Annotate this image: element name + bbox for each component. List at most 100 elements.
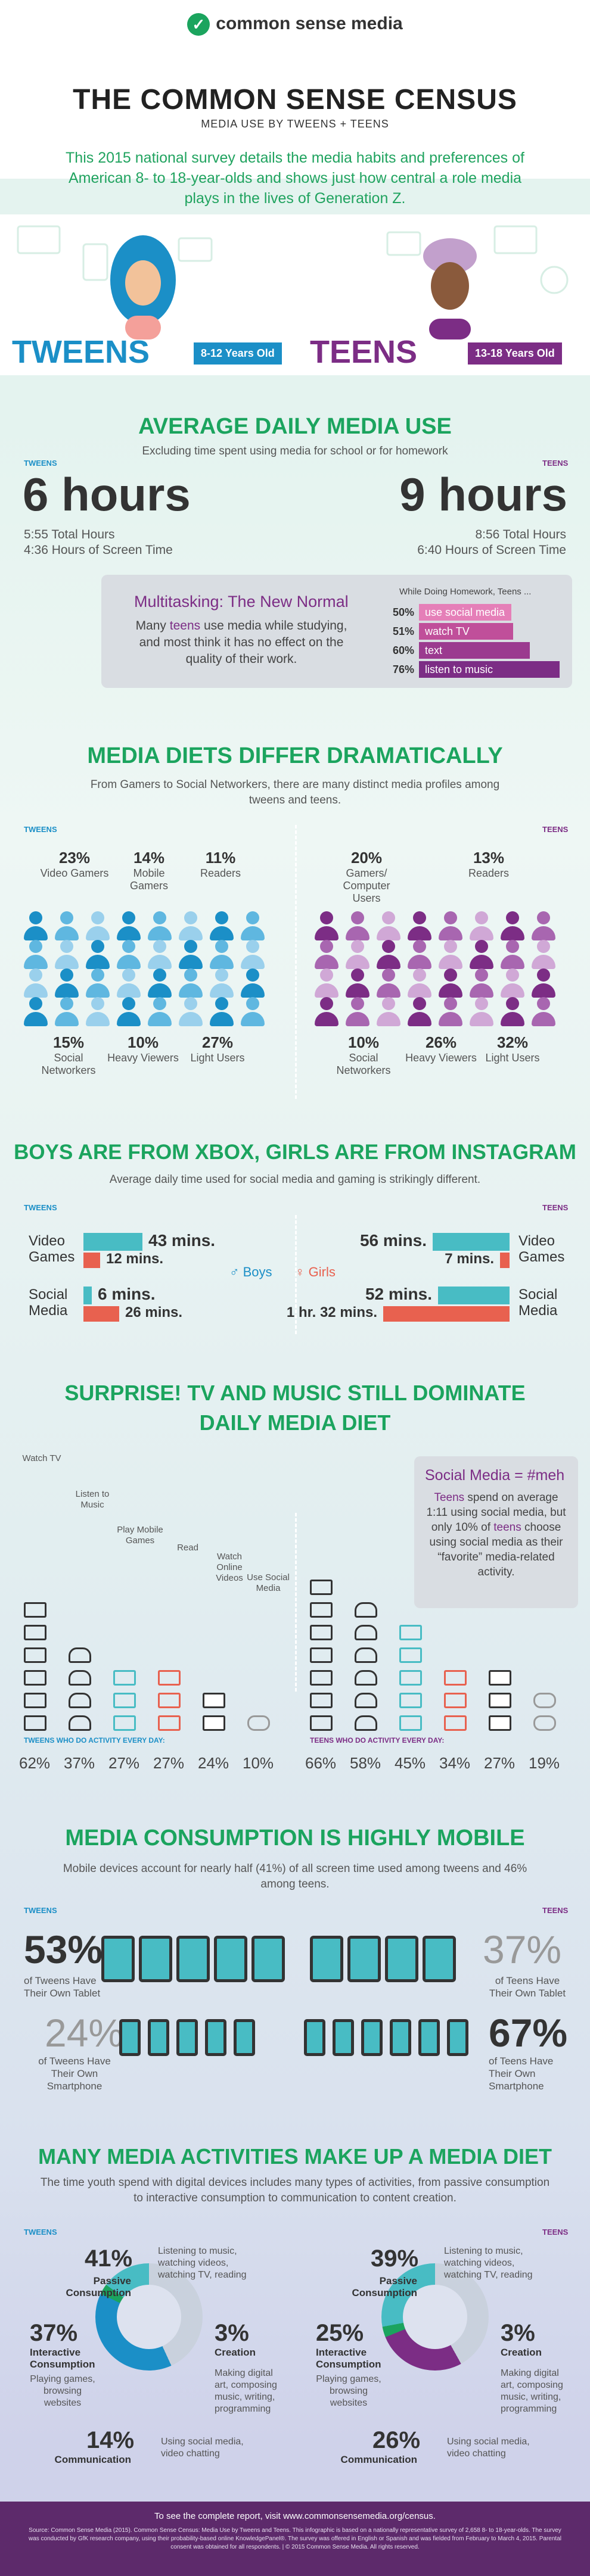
- diet-desc: Readers: [468, 867, 510, 879]
- creation-name: Creation: [501, 2347, 542, 2358]
- activity-donut: [381, 2263, 489, 2371]
- tweens-daily-caption: TWEENS WHO DO ACTIVITY EVERY DAY:: [24, 1736, 165, 1745]
- creation-pct: 3%: [215, 2320, 249, 2346]
- tweens-activity-pct: 37%: [64, 1754, 95, 1772]
- callout-text: Teens spend on average 1:11 using social…: [426, 1491, 566, 1578]
- passive-pct: 41%: [85, 2245, 133, 2272]
- person-head: [444, 940, 457, 953]
- smartphone-icon: [418, 2019, 440, 2056]
- mobile-game-icon: [399, 1715, 422, 1731]
- page-title: THE COMMON SENSE CENSUS: [73, 84, 517, 116]
- report-link[interactable]: To see the complete report, visit www.co…: [154, 2511, 436, 2521]
- smartphone-icon: [390, 2019, 411, 2056]
- teens-tag: TEENS: [310, 334, 418, 370]
- teens-age-badge: 13-18 Years Old: [468, 342, 562, 365]
- creation-pct: 3%: [501, 2320, 535, 2346]
- person-head: [475, 968, 488, 982]
- person-body: [470, 1012, 493, 1026]
- diet-pct: 27%: [201, 1033, 234, 1051]
- person-icon: [117, 968, 141, 998]
- headphones-icon: [355, 1670, 377, 1686]
- multitasking-bar: use social media: [419, 604, 511, 621]
- diet-pct: 10%: [347, 1033, 380, 1051]
- tweens-activity-pct: 27%: [153, 1754, 185, 1772]
- diet-profile: 10% Heavy Viewers: [107, 1033, 179, 1064]
- person-body: [24, 1012, 48, 1026]
- sg-teens-video-label: Video Games: [518, 1233, 565, 1265]
- person-body: [408, 955, 431, 969]
- smartphone-icon: [119, 2019, 141, 2056]
- person-body: [86, 955, 110, 969]
- tv-icon: [24, 1693, 46, 1708]
- headphones-icon: [69, 1715, 91, 1731]
- person-body: [501, 1012, 524, 1026]
- person-icon: [241, 968, 265, 998]
- multitasking-bar: listen to music: [419, 661, 560, 678]
- person-head: [320, 968, 333, 982]
- tweens-total-hours: 5:55 Total Hours: [24, 528, 115, 541]
- person-head: [413, 997, 426, 1010]
- person-head: [122, 997, 135, 1010]
- activities-subtitle: The time youth spend with digital device…: [40, 2176, 550, 2204]
- person-icon: [377, 911, 400, 941]
- person-head: [91, 940, 104, 953]
- person-head: [91, 968, 104, 982]
- person-icon: [179, 911, 203, 941]
- person-icon: [470, 997, 493, 1027]
- mobile-game-icon: [399, 1670, 422, 1686]
- person-icon: [377, 940, 400, 970]
- person-icon: [55, 911, 79, 941]
- person-head: [351, 997, 364, 1010]
- tweens-activity-pct: 62%: [19, 1754, 51, 1772]
- diet-pct: 11%: [205, 849, 236, 867]
- donut-hole: [117, 2285, 181, 2349]
- logo-text: common sense media: [216, 13, 403, 33]
- diet-desc: Social Networkers: [41, 1052, 96, 1076]
- person-icon: [86, 940, 110, 970]
- communication-name: Communication: [54, 2454, 131, 2465]
- bar-teens_social_boys: [438, 1287, 510, 1304]
- value-tweens_video_girls: 12 mins.: [106, 1251, 164, 1267]
- person-body: [117, 955, 141, 969]
- person-icon: [210, 940, 234, 970]
- person-icon: [24, 968, 48, 998]
- smartphone-icon: [205, 2019, 226, 2056]
- bar-tweens_video_girls: [83, 1253, 100, 1268]
- tv-icon: [24, 1715, 46, 1731]
- header: ✓ common sense media THE COMMON SENSE CEN…: [0, 0, 590, 179]
- tweens-activity-pct: 27%: [108, 1754, 140, 1772]
- logo[interactable]: ✓ common sense media: [0, 13, 590, 36]
- person-head: [29, 997, 42, 1010]
- smartphone-icon: [234, 2019, 255, 2056]
- mobile-subtitle: Mobile devices account for nearly half (…: [63, 1862, 527, 1890]
- tv-icon: [310, 1580, 333, 1595]
- person-body: [501, 955, 524, 969]
- person-body: [346, 983, 369, 998]
- person-icon: [408, 997, 431, 1027]
- person-head: [537, 911, 550, 924]
- act-tweens-label: TWEENS: [24, 2228, 57, 2237]
- person-body: [148, 1012, 172, 1026]
- person-head: [29, 940, 42, 953]
- person-body: [148, 983, 172, 998]
- person-head: [320, 997, 333, 1010]
- person-icon: [377, 997, 400, 1027]
- person-icon: [315, 911, 339, 941]
- person-head: [537, 997, 550, 1010]
- passive-desc: Listening to music, watching videos, wat…: [158, 2246, 247, 2280]
- value-teens_video_boys: 56 mins.: [359, 1231, 427, 1250]
- checkmark-logo-icon: ✓: [187, 13, 210, 36]
- mobile-game-icon: [113, 1715, 136, 1731]
- person-body: [346, 1012, 369, 1026]
- teens-total-hours: 8:56 Total Hours: [475, 528, 566, 541]
- diet-profile: 27% Light Users: [182, 1033, 253, 1064]
- teens-activity-pct: 27%: [484, 1754, 516, 1772]
- value-teens_social_girls: 1 hr. 32 mins.: [286, 1304, 377, 1320]
- person-head: [537, 940, 550, 953]
- person-body: [346, 955, 369, 969]
- person-body: [408, 1012, 431, 1026]
- tv-icon: [310, 1602, 333, 1618]
- person-head: [475, 911, 488, 924]
- person-body: [532, 926, 555, 940]
- teens-activity-pct: 58%: [350, 1754, 381, 1772]
